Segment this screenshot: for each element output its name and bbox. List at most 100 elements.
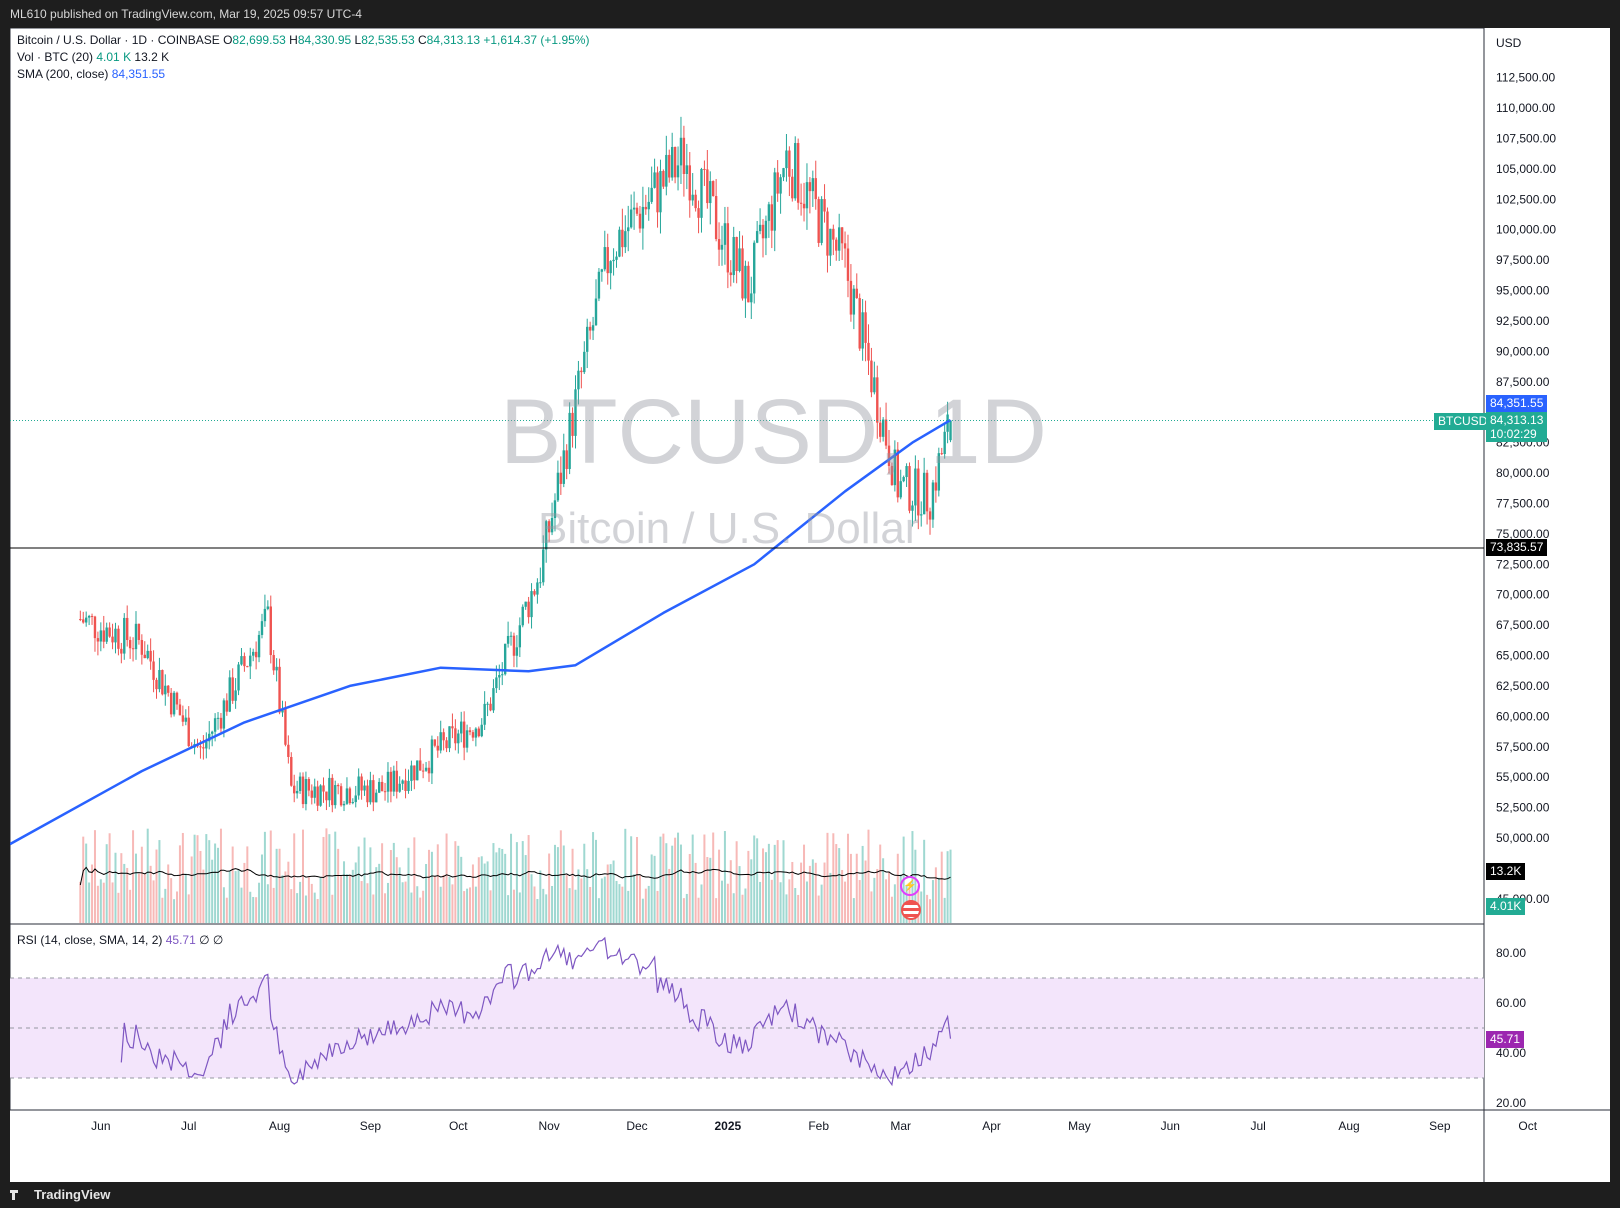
candle-body: [817, 199, 820, 243]
candle-body: [366, 785, 369, 803]
volume-bar: [703, 834, 706, 923]
candle-body: [380, 781, 384, 792]
candle-body: [474, 728, 478, 738]
volume-bar: [700, 884, 703, 923]
currency-label[interactable]: USD: [1496, 36, 1522, 50]
candle-body: [688, 165, 691, 201]
candle-body: [858, 298, 861, 349]
candle-body: [146, 650, 149, 659]
candle-body: [606, 247, 609, 274]
price-axis-tick: 67,500.00: [1496, 618, 1550, 632]
volume-bar: [808, 865, 811, 923]
volume-bar: [152, 880, 155, 923]
candle-body: [583, 351, 586, 373]
volume-bar: [82, 836, 85, 923]
candle-body: [304, 779, 308, 805]
volume-bar: [173, 899, 176, 923]
candle-body: [703, 168, 706, 170]
candle-body: [401, 780, 404, 784]
chart-frame[interactable]: 112,500.00 110,000.00 107,500.00 105,000.00…: [10, 28, 1610, 1182]
low-value: 82,535.53: [361, 33, 415, 47]
candle-body: [515, 647, 519, 656]
volume-legend[interactable]: Vol · BTC (20) 4.01 K 13.2 K: [17, 50, 169, 64]
volume-bar: [143, 873, 146, 923]
candle-body: [360, 776, 363, 791]
volume-ma-tag: 13.2K: [1486, 863, 1526, 880]
candle-body: [676, 165, 680, 178]
volume-bar: [633, 874, 636, 923]
volume-bar: [823, 862, 826, 923]
rsi-legend[interactable]: RSI (14, close, SMA, 14, 2) 45.71 ∅ ∅: [17, 933, 223, 947]
volume-bar: [149, 865, 152, 923]
volume-bar: [773, 844, 776, 923]
candle-body: [82, 619, 85, 623]
candle-body: [357, 776, 360, 796]
price-axis-tick: 87,500.00: [1496, 375, 1550, 389]
candle-body: [808, 182, 812, 192]
volume-bar: [926, 894, 929, 923]
candle-body: [184, 717, 187, 722]
volume-bar: [263, 831, 266, 923]
volume-bar: [410, 892, 413, 923]
candle-body: [272, 655, 275, 671]
volume-bar: [574, 889, 577, 923]
volume-bar: [214, 843, 217, 923]
volume-bar: [231, 846, 234, 923]
candle-body: [911, 505, 914, 511]
candle-body: [591, 325, 595, 331]
time-axis-label: Jun: [1161, 1119, 1180, 1133]
candle-body: [322, 785, 325, 792]
volume-bar: [134, 853, 137, 923]
volume-bar: [844, 881, 847, 923]
candle-body: [155, 679, 158, 690]
volume-bar: [644, 888, 647, 923]
volume-bar: [650, 854, 653, 923]
low-label: L: [354, 33, 362, 47]
volume-bar: [398, 867, 401, 923]
volume-bar: [480, 856, 483, 923]
volume-tag: 4.01K: [1486, 898, 1526, 915]
candle-body: [586, 326, 589, 352]
candle-body: [126, 617, 129, 641]
candle-body: [753, 242, 756, 294]
rsi-extra: ∅ ∅: [199, 933, 224, 947]
volume-bar: [296, 893, 299, 923]
volume-bar: [507, 895, 510, 923]
volume-bar: [829, 872, 832, 923]
time-axis-label: Dec: [626, 1119, 647, 1133]
volume-bar: [354, 862, 357, 923]
volume-bar: [873, 877, 876, 923]
candle-body: [419, 760, 422, 771]
chart-canvas[interactable]: 112,500.00 110,000.00 107,500.00 105,000.00…: [10, 28, 1610, 1182]
candle-body: [779, 177, 782, 194]
candle-body: [433, 739, 437, 746]
volume-bar: [636, 836, 639, 923]
candle-body: [665, 154, 668, 187]
candle-body: [908, 466, 911, 511]
candle-body: [284, 708, 287, 745]
sma-legend[interactable]: SMA (200, close) 84,351.55: [17, 67, 165, 81]
ohlc-legend[interactable]: Bitcoin / U.S. Dollar · 1D · COINBASE O8…: [17, 33, 589, 47]
tradingview-logo[interactable]: TradingView: [10, 1182, 110, 1208]
candle-body: [694, 194, 697, 209]
volume-bar: [539, 870, 542, 923]
publish-line: ML610 published on TradingView.com, Mar …: [10, 7, 362, 21]
candle-body: [659, 170, 662, 213]
assistant-icon[interactable]: ⚡: [900, 876, 920, 896]
price-axis-tick: 57,500.00: [1496, 740, 1550, 754]
candle-body: [509, 635, 513, 637]
candle-body: [389, 771, 393, 792]
candle-body: [539, 582, 542, 584]
candle-body: [887, 445, 891, 466]
candle-body: [662, 170, 665, 187]
candle-body: [530, 591, 533, 618]
us-flag-icon[interactable]: [901, 900, 921, 920]
volume-bar: [483, 863, 486, 923]
candle-body: [386, 771, 390, 792]
volume-bar: [770, 879, 773, 923]
volume-bar: [931, 880, 934, 923]
volume-bar: [422, 890, 425, 923]
volume-bar: [372, 894, 375, 923]
candle-body: [278, 666, 281, 713]
candle-body: [328, 777, 331, 801]
